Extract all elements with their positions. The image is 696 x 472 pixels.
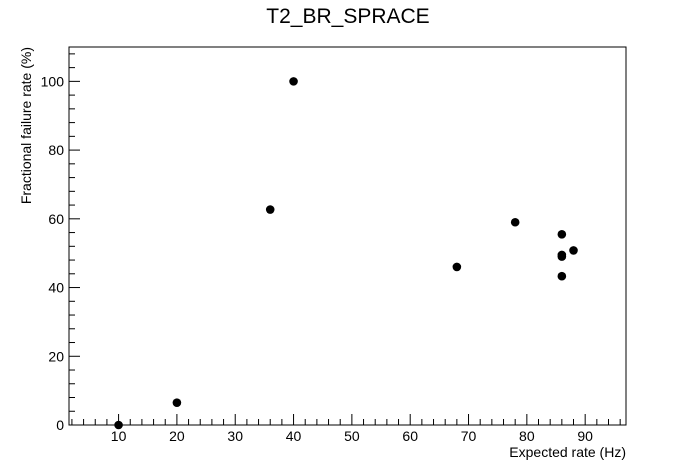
data-point <box>452 262 462 272</box>
x-tick-label: 60 <box>402 428 418 444</box>
data-point <box>172 398 182 407</box>
data-point <box>557 252 567 261</box>
x-tick-label: 70 <box>461 428 477 444</box>
data-point <box>114 420 123 430</box>
y-tick-label: 40 <box>48 280 64 296</box>
chart-title: T2_BR_SPRACE <box>266 5 429 28</box>
y-axis-label: Fractional failure rate (%) <box>18 47 34 204</box>
y-tick-label: 20 <box>48 348 64 364</box>
x-tick-label: 20 <box>169 428 185 444</box>
x-tick-label: 40 <box>286 428 302 444</box>
x-tick-label: 80 <box>519 428 535 444</box>
x-tick-label: 30 <box>227 428 243 444</box>
data-point <box>289 77 298 86</box>
x-tick-label: 50 <box>344 428 360 444</box>
y-axis: 0 20 40 60 80 100 <box>41 53 80 433</box>
y-tick-label: 0 <box>56 417 64 433</box>
data-point <box>569 246 578 255</box>
data-point <box>557 229 567 239</box>
y-tick-label: 80 <box>48 142 64 158</box>
x-axis: 10 20 30 40 50 60 70 80 90 <box>71 414 621 444</box>
plot-frame <box>68 46 627 426</box>
data-point <box>265 205 275 214</box>
data-point <box>557 271 567 281</box>
x-axis-label: Expected rate (Hz) <box>509 444 626 460</box>
data-points <box>114 77 578 430</box>
y-tick-label: 100 <box>41 73 65 89</box>
x-tick-label: 90 <box>577 428 593 444</box>
data-point <box>510 217 520 227</box>
x-tick-label: 10 <box>111 428 127 444</box>
y-tick-label: 60 <box>48 211 64 227</box>
